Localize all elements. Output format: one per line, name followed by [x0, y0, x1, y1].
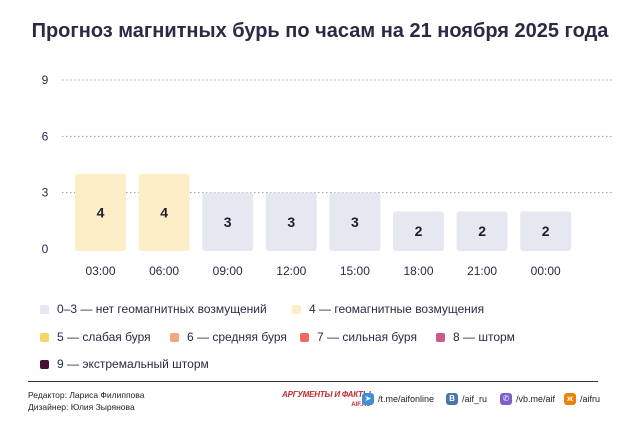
credits: Редактор: Лариса Филиппова Дизайнер: Юли… [28, 389, 144, 413]
x-tick-label: 18:00 [403, 264, 433, 278]
legend-label: 5 — слабая буря [57, 330, 151, 344]
bar-value-label: 2 [542, 223, 550, 239]
viber-icon: ✆ [500, 393, 512, 405]
x-tick-label: 06:00 [149, 264, 179, 278]
social-ok[interactable]: ж /aifru [564, 393, 600, 405]
x-tick-label: 12:00 [276, 264, 306, 278]
legend-item-9: 9 — экстремальный шторм [40, 357, 209, 371]
legend-label: 8 — шторм [453, 330, 515, 344]
bar-value-label: 3 [224, 214, 232, 230]
social-vk[interactable]: B /aif_ru [446, 393, 487, 405]
logo-site: AIF.RU [351, 402, 371, 408]
social-label: /aifru [580, 394, 601, 404]
ok-icon: ж [564, 393, 576, 405]
y-axis-ticks: 0 3 6 9 [42, 73, 49, 256]
x-tick-label: 03:00 [85, 264, 115, 278]
legend-swatch [40, 332, 49, 342]
logo-name: АРГУМЕНТЫ И ФАКТЫ [282, 390, 371, 399]
bar-chart: 0 3 6 9 4 4 3 3 3 2 2 2 03:00 06:00 09:00 12:00 15:00 1… [42, 73, 612, 278]
x-tick-label: 00:00 [531, 264, 561, 278]
social-label: /t.me/aifonline [378, 394, 435, 404]
legend-swatch [170, 332, 179, 342]
x-axis-ticks: 03:00 06:00 09:00 12:00 15:00 18:00 21:00 00:00 [85, 264, 561, 278]
aif-logo: АРГУМЕНТЫ И ФАКТЫ AIF.RU [282, 390, 371, 410]
bar [75, 173, 126, 251]
social-label: /aif_ru [462, 394, 488, 404]
editor-credit: Редактор: Лариса Филиппова [28, 390, 145, 400]
legend-item-4: 4 — геомагнитные возмущения [292, 302, 484, 316]
bar-value-label: 3 [351, 214, 359, 230]
legend-item-7: 7 — сильная буря [300, 330, 417, 344]
legend-swatch [436, 332, 445, 342]
footer-divider [28, 381, 598, 382]
bar [202, 192, 254, 251]
legend-item-5: 5 — слабая буря [40, 330, 151, 344]
y-tick-label: 0 [42, 242, 49, 256]
designer-credit: Дизайнер: Юлия Зырянова [28, 402, 135, 412]
bar [138, 173, 190, 251]
legend-label: 9 — экстремальный шторм [57, 357, 209, 371]
y-tick-label: 6 [42, 129, 49, 143]
legend-swatch [40, 304, 49, 314]
y-tick-label: 3 [42, 186, 49, 200]
legend-item-8: 8 — шторм [436, 330, 515, 344]
legend-swatch [292, 304, 301, 314]
telegram-icon: ➤ [362, 393, 374, 405]
bar-value-label: 2 [415, 223, 423, 239]
legend-label: 6 — средняя буря [187, 330, 287, 344]
legend-swatch [40, 359, 49, 369]
bar [456, 211, 508, 251]
bar-value-label: 4 [160, 204, 168, 220]
y-tick-label: 9 [42, 73, 49, 87]
social-viber[interactable]: ✆ /vb.me/aif [500, 393, 555, 405]
bar [265, 192, 317, 251]
x-tick-label: 15:00 [340, 264, 370, 278]
social-label: /vb.me/aif [516, 394, 556, 404]
legend-swatch [300, 332, 309, 342]
legend-label: 7 — сильная буря [317, 330, 417, 344]
bars: 4 4 3 3 3 2 2 2 [75, 173, 572, 251]
social-telegram[interactable]: ➤ /t.me/aifonline [362, 393, 434, 405]
legend-label: 4 — геомагнитные возмущения [309, 302, 485, 316]
bar [393, 211, 444, 251]
bar-value-label: 2 [478, 223, 486, 239]
bar [329, 192, 381, 251]
bar [520, 211, 572, 251]
legend-item-0-3: 0–3 — нет геомагнитных возмущений [40, 302, 267, 316]
legend-item-6: 6 — средняя буря [170, 330, 287, 344]
vk-icon: B [446, 393, 458, 405]
x-tick-label: 09:00 [213, 264, 243, 278]
chart-title: Прогноз магнитных бурь по часам на 21 но… [31, 20, 609, 42]
bar-value-label: 3 [287, 214, 295, 230]
x-tick-label: 21:00 [467, 264, 497, 278]
legend-label: 0–3 — нет геомагнитных возмущений [57, 302, 267, 316]
bar-value-label: 4 [97, 204, 105, 220]
